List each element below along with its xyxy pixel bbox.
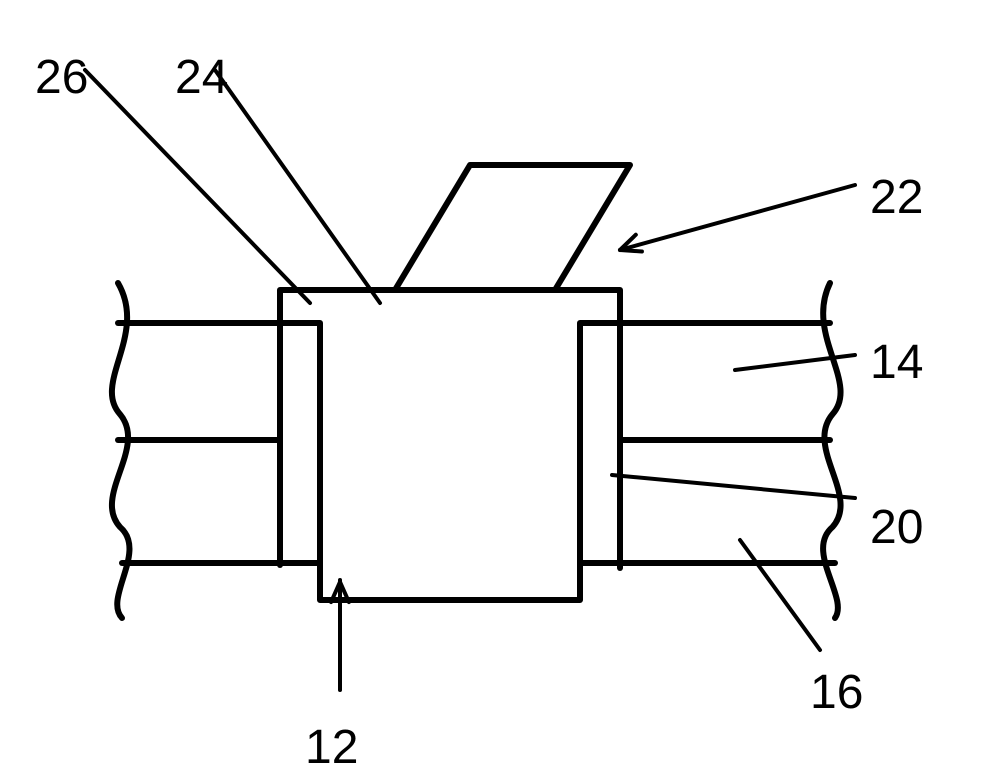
label-24: 24 [175,50,228,105]
label-16: 16 [810,665,863,720]
label-26: 26 [35,50,88,105]
diagram-svg [0,0,1000,775]
label-12: 12 [305,720,358,775]
label-20: 20 [870,500,923,555]
label-14: 14 [870,335,923,390]
diagram-stage: 26 24 22 14 20 16 12 [0,0,1000,775]
label-22: 22 [870,170,923,225]
